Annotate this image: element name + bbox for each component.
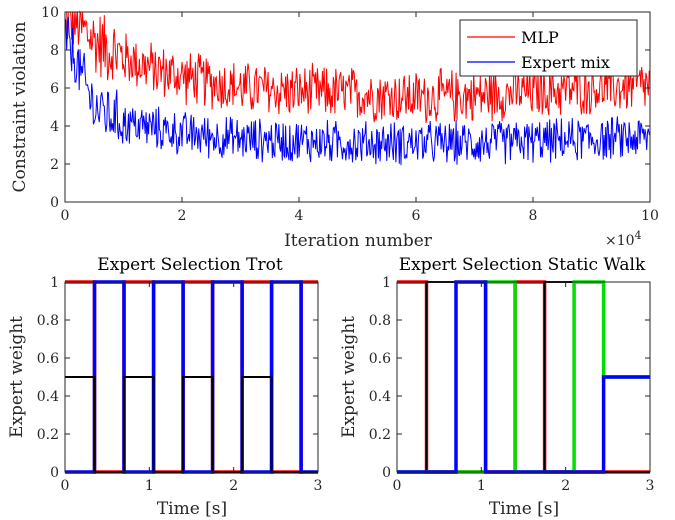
- series-line-expert-mix: [64, 16, 651, 166]
- legend-label-mlp: MLP: [521, 28, 559, 47]
- plot-expert-selection-static-walk: Expert Selection Static Walk 0 1 2 3 0 0.2 0.4…: [339, 255, 654, 519]
- trot-xtick-label: 0: [61, 478, 70, 494]
- trot-xtick-label: 3: [314, 478, 323, 494]
- top-x-exponent: ×104: [605, 229, 642, 249]
- top-ytick-label: 6: [50, 81, 59, 97]
- top-xlabel: Iteration number: [284, 231, 433, 251]
- trot-xtick-label: 1: [145, 478, 154, 494]
- trot-ytick-label: 0.2: [37, 427, 59, 443]
- trot-ytick-label: 0.4: [37, 389, 59, 405]
- top-legend: MLP Expert mix: [459, 19, 638, 77]
- top-ytick-label: 4: [50, 119, 59, 135]
- top-ytick-label: 0: [50, 195, 59, 211]
- top-axes-box: [64, 11, 651, 203]
- trot-ytick-label: 0.6: [37, 351, 59, 367]
- static-walk-axes-box: [396, 281, 651, 473]
- trot-xtick-label: 2: [229, 478, 238, 494]
- static-walk-ytick-label: 0.4: [369, 389, 391, 405]
- top-ytick-label: 10: [41, 5, 59, 21]
- top-xtick-label: 0: [61, 208, 70, 224]
- top-ylabel: Constraint violation: [10, 21, 30, 192]
- static-walk-title: Expert Selection Static Walk: [399, 255, 646, 275]
- trot-ylabel: Expert weight: [7, 316, 27, 438]
- static-walk-xtick-label: 0: [393, 478, 402, 494]
- plot-constraint-violation: 0 2 4 6 8 10 0 2 4 6 8 10 Iteration number Constrai…: [10, 5, 659, 251]
- legend-label-expert-mix: Expert mix: [521, 53, 610, 72]
- top-xtick-label: 10: [641, 208, 659, 224]
- top-xtick-label: 6: [412, 208, 421, 224]
- static-walk-ytick-label: 0.6: [369, 351, 391, 367]
- top-xtick-label: 8: [529, 208, 538, 224]
- plot-expert-selection-trot: Expert Selection Trot 0 1 2 3 0 0.2 0.4 0.6 0.8 1…: [7, 255, 322, 519]
- static-walk-ticks-layer: 0 1 2 3 0 0.2 0.4 0.6 0.8 1: [369, 275, 655, 494]
- trot-ytick-label: 0.8: [37, 313, 59, 329]
- static-walk-ytick-label: 0.2: [369, 427, 391, 443]
- top-xtick-label: 4: [295, 208, 304, 224]
- static-walk-ytick-label: 1: [382, 275, 391, 291]
- top-ytick-label: 2: [50, 157, 59, 173]
- top-ticks-layer: 0 2 4 6 8 10 0 2 4 6 8 10: [41, 5, 659, 224]
- static-walk-xtick-label: 2: [561, 478, 570, 494]
- legend-box: [459, 19, 638, 77]
- trot-ticks-layer: 0 1 2 3 0 0.2 0.4 0.6 0.8 1: [37, 275, 323, 494]
- static-walk-expert-line-4: [397, 280, 650, 474]
- trot-title: Expert Selection Trot: [97, 255, 283, 275]
- static-walk-series-layer: [397, 280, 650, 474]
- trot-expert-line-3: [65, 376, 318, 473]
- static-walk-xlabel: Time [s]: [489, 499, 559, 519]
- top-xtick-label: 2: [178, 208, 187, 224]
- trot-ytick-label: 1: [50, 275, 59, 291]
- trot-axes-box: [64, 281, 319, 473]
- static-walk-ytick-label: 0: [382, 465, 391, 481]
- static-walk-xtick-label: 1: [477, 478, 486, 494]
- trot-xlabel: Time [s]: [157, 499, 227, 519]
- top-ytick-label: 8: [50, 43, 59, 59]
- static-walk-ytick-label: 0.8: [369, 313, 391, 329]
- static-walk-ylabel: Expert weight: [339, 316, 359, 438]
- static-walk-xtick-label: 3: [646, 478, 655, 494]
- trot-ytick-label: 0: [50, 465, 59, 481]
- trot-series-layer: [65, 280, 318, 474]
